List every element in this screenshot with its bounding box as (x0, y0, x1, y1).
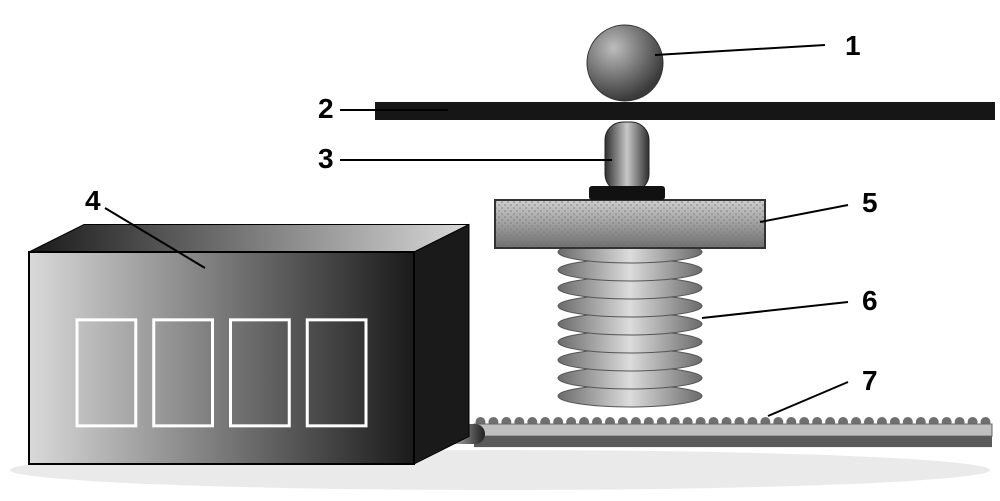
part-label: 3 (318, 143, 334, 174)
control-box (29, 225, 469, 465)
part-label: 7 (862, 365, 878, 396)
coil-spring (558, 241, 702, 407)
leader-line (760, 205, 848, 222)
ball (587, 25, 663, 101)
part-label: 2 (318, 93, 334, 124)
plate-bar (375, 102, 995, 120)
diagram-canvas: 1 2 3 4 5 6 7 (0, 0, 1000, 501)
leader-line (768, 382, 848, 416)
part-label: 4 (85, 185, 101, 216)
part-label: 5 (862, 187, 878, 218)
part-label: 1 (845, 30, 861, 61)
toothed-bar (474, 417, 992, 447)
part-label: 6 (862, 285, 878, 316)
leader-line (702, 302, 848, 318)
leader-line (655, 45, 825, 55)
textured-slab (495, 200, 765, 248)
